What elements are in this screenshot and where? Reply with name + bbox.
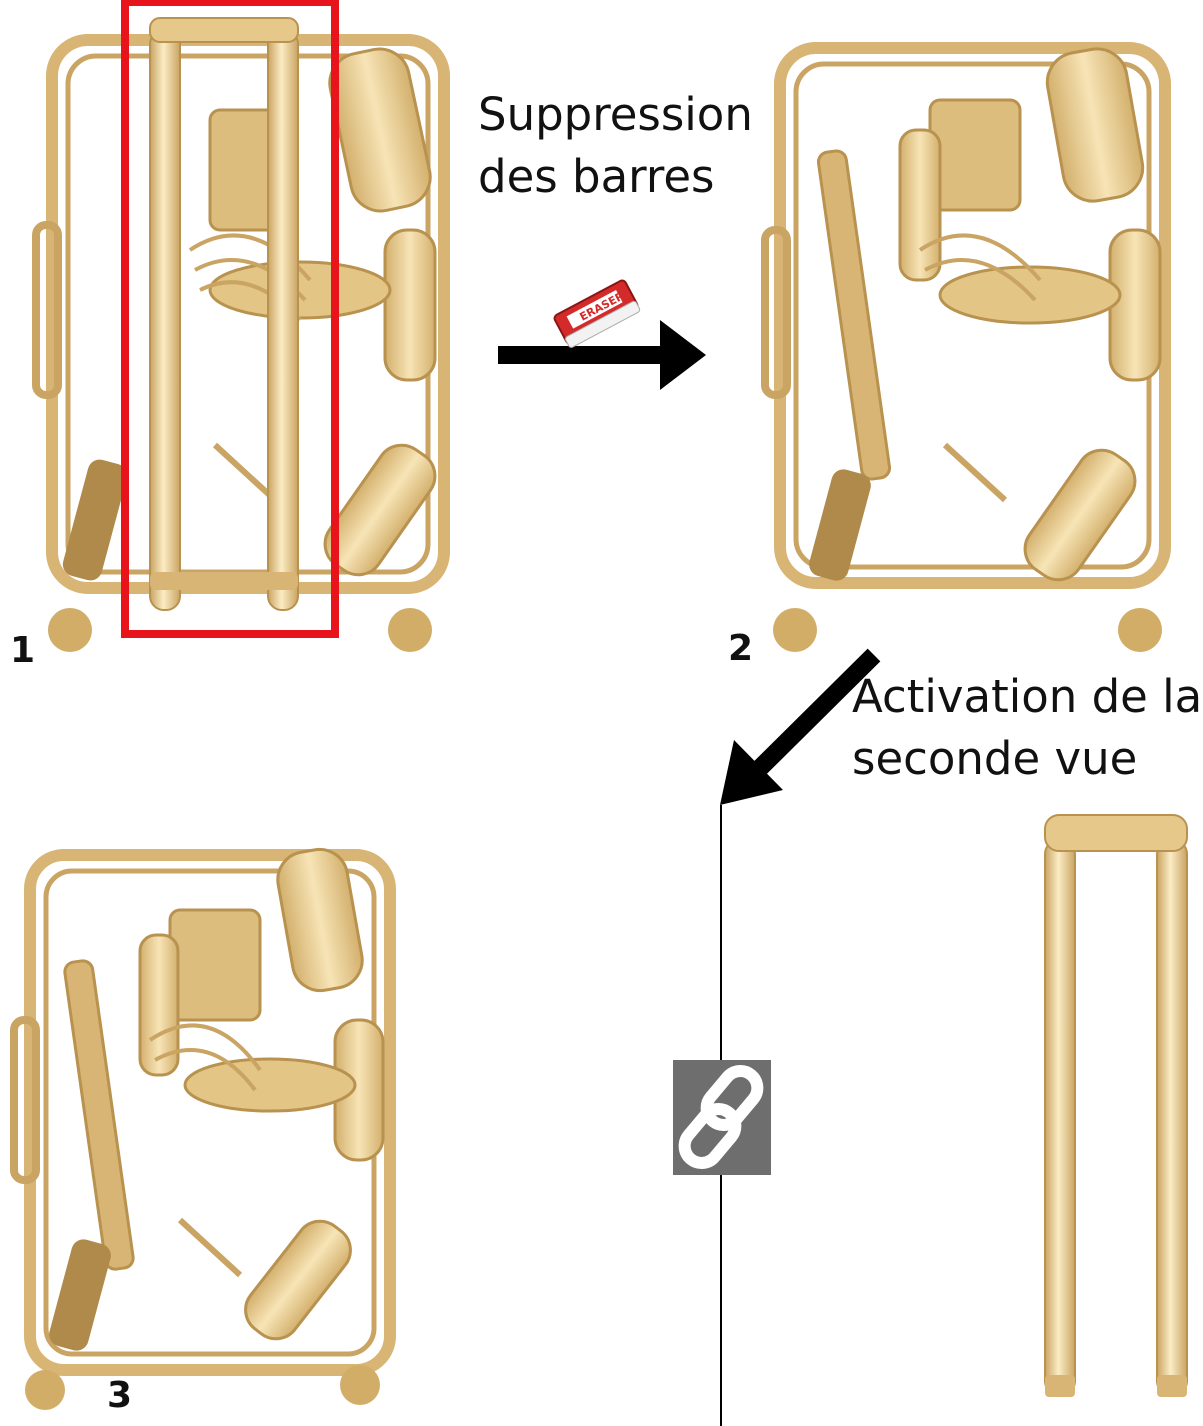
caption-activate-view-line1: Activation de la bbox=[852, 670, 1203, 723]
caption-activate-view-line2: seconde vue bbox=[852, 732, 1138, 785]
arrow-right bbox=[498, 320, 706, 390]
caption-remove-bars-line1: Suppression bbox=[478, 88, 753, 141]
suitcase-view-3 bbox=[10, 847, 396, 1410]
extracted-bars bbox=[1044, 814, 1188, 1397]
caption-remove-bars: Suppression des barres bbox=[478, 84, 753, 208]
step-number-1: 1 bbox=[10, 630, 36, 671]
caption-remove-bars-line2: des barres bbox=[478, 150, 715, 203]
caption-activate-view: Activation de la seconde vue bbox=[852, 666, 1202, 790]
bars-highlight-box bbox=[121, 0, 339, 638]
chain-link-icon bbox=[678, 1065, 764, 1169]
step-number-3: 3 bbox=[107, 1375, 133, 1416]
link-badge[interactable] bbox=[673, 1060, 771, 1175]
arrow-diagonal bbox=[720, 648, 881, 805]
step-number-2: 2 bbox=[728, 628, 754, 669]
eraser-icon bbox=[553, 279, 641, 348]
suitcase-view-2 bbox=[761, 42, 1171, 652]
suitcase-view-1 bbox=[32, 17, 450, 652]
